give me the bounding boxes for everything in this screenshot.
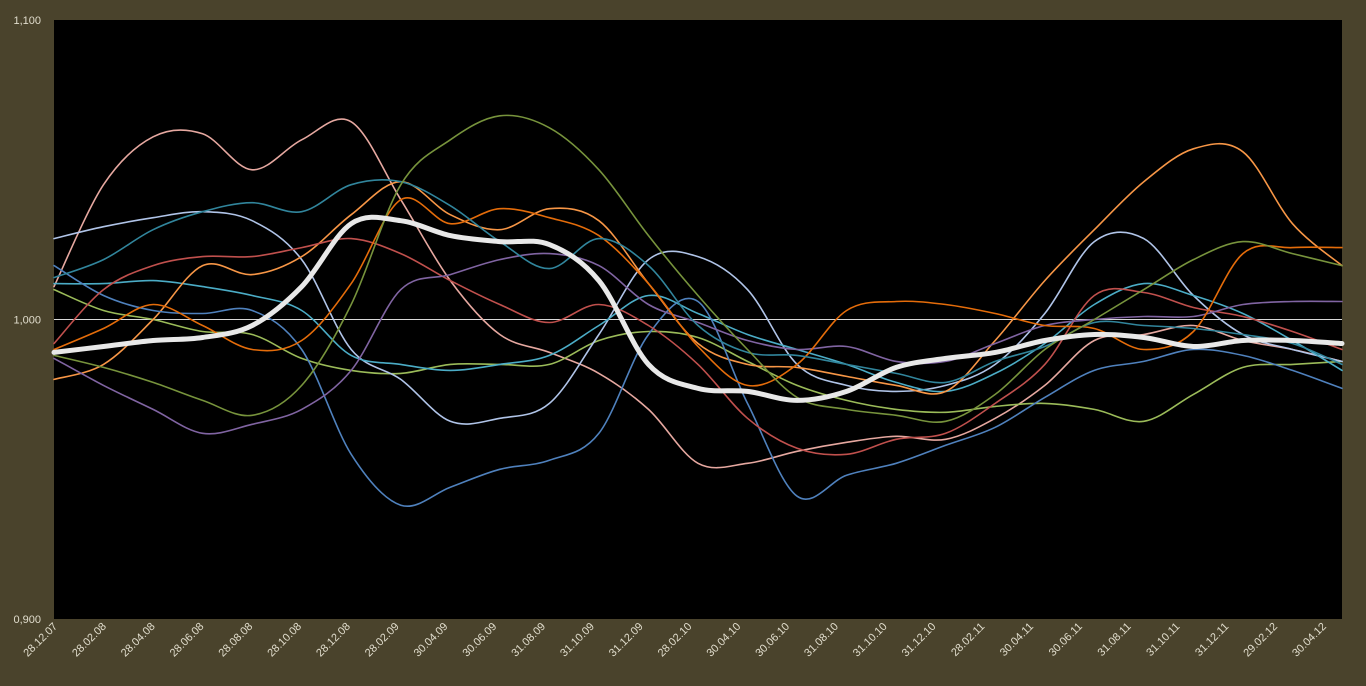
x-tick-label: 29.02.12 bbox=[1241, 621, 1280, 660]
x-tick-label: 28.08.08 bbox=[217, 621, 256, 660]
highlight-layer bbox=[51, 214, 1345, 403]
x-tick-label: 28.06.08 bbox=[168, 621, 207, 660]
x-tick-label: 30.04.10 bbox=[705, 621, 744, 660]
x-tick-label: 30.06.09 bbox=[461, 621, 500, 660]
x-tick-label: 30.06.10 bbox=[753, 621, 792, 660]
x-tick-label: 31.10.10 bbox=[851, 621, 890, 660]
series-layer bbox=[53, 114, 1343, 508]
series-line-6 bbox=[53, 142, 1343, 395]
x-tick-label: 30.06.11 bbox=[1047, 621, 1085, 659]
x-tick-label: 31.08.10 bbox=[802, 621, 841, 660]
x-tick-label: 30.04.11 bbox=[998, 621, 1036, 659]
y-tick-label: 1,000 bbox=[13, 315, 41, 327]
series-line-10 bbox=[53, 197, 1343, 387]
x-tick-label: 31.12.11 bbox=[1193, 621, 1231, 659]
x-tick-label: 31.12.09 bbox=[607, 621, 646, 660]
x-tick-label: 31.08.09 bbox=[509, 621, 548, 660]
series-line-3 bbox=[53, 288, 1343, 423]
y-tick-label: 0,900 bbox=[13, 614, 41, 626]
series-line-5 bbox=[53, 279, 1343, 393]
x-tick-label: 28.02.08 bbox=[70, 621, 109, 660]
x-tick-label: 28.02.11 bbox=[949, 621, 987, 659]
x-axis: 28.12.07 28.02.08 28.04.08 28.06.08 28.08.08… bbox=[21, 621, 1329, 660]
series-line-11 bbox=[53, 178, 1343, 384]
x-tick-label: 30.04.09 bbox=[412, 621, 451, 660]
x-tick-label: 31.10.11 bbox=[1144, 621, 1182, 659]
series-line-8 bbox=[53, 237, 1343, 456]
series-line-4 bbox=[53, 210, 1343, 425]
x-tick-label: 30.04.12 bbox=[1290, 621, 1329, 660]
y-axis: 1,100 1,000 0,900 bbox=[13, 15, 41, 626]
series-line-12 bbox=[53, 114, 1343, 423]
x-tick-label: 31.08.11 bbox=[1096, 621, 1134, 659]
x-tick-label: 28.12.08 bbox=[314, 621, 353, 660]
x-tick-label: 28.02.09 bbox=[363, 621, 402, 660]
y-tick-label: 1,100 bbox=[13, 15, 41, 27]
x-tick-label: 28.04.08 bbox=[119, 621, 158, 660]
x-tick-label: 31.12.10 bbox=[900, 621, 939, 660]
x-tick-label: 28.12.07 bbox=[21, 621, 60, 660]
x-tick-label: 31.10.09 bbox=[558, 621, 597, 660]
series-line-7 bbox=[53, 264, 1343, 508]
x-tick-label: 28.02.10 bbox=[656, 621, 695, 660]
series-line-average bbox=[51, 214, 1345, 403]
x-tick-label: 28.10.08 bbox=[265, 621, 304, 660]
